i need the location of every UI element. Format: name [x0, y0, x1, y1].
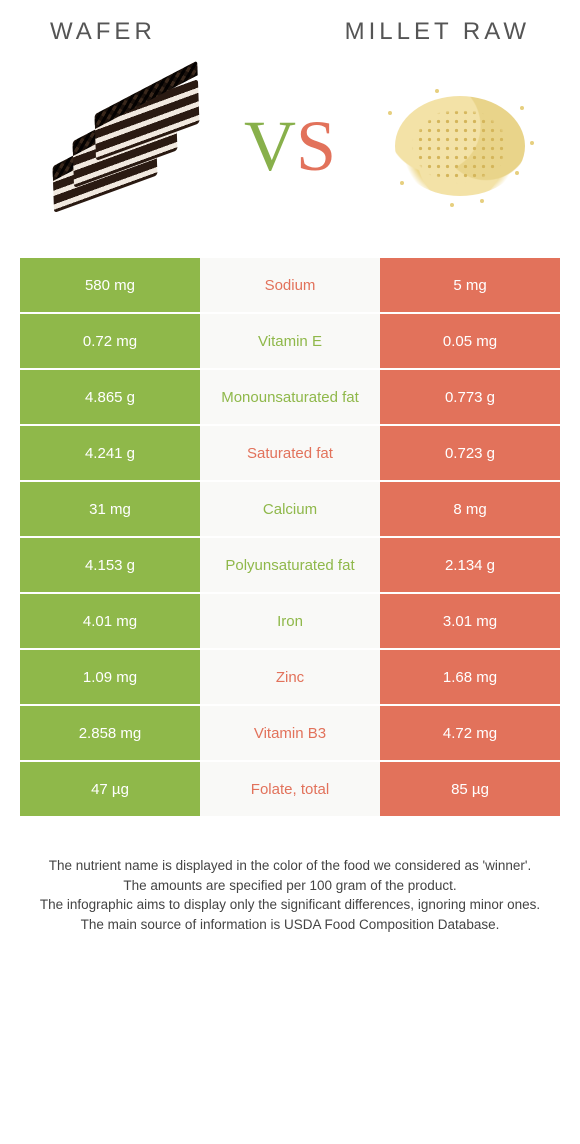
wafer-image: [40, 76, 200, 216]
table-row: 47 µgFolate, total85 µg: [20, 760, 560, 816]
table-row: 1.09 mgZinc1.68 mg: [20, 648, 560, 704]
left-value: 47 µg: [20, 762, 200, 816]
nutrient-label: Monounsaturated fat: [200, 370, 380, 424]
table-row: 4.153 gPolyunsaturated fat2.134 g: [20, 536, 560, 592]
right-value: 2.134 g: [380, 538, 560, 592]
left-value: 4.01 mg: [20, 594, 200, 648]
right-value: 0.773 g: [380, 370, 560, 424]
vs-row: VS: [0, 56, 580, 256]
vs-s: S: [296, 106, 336, 186]
nutrient-label: Vitamin E: [200, 314, 380, 368]
right-value: 3.01 mg: [380, 594, 560, 648]
right-value: 0.05 mg: [380, 314, 560, 368]
right-value: 8 mg: [380, 482, 560, 536]
table-row: 4.865 gMonounsaturated fat0.773 g: [20, 368, 560, 424]
right-value: 0.723 g: [380, 426, 560, 480]
right-value: 1.68 mg: [380, 650, 560, 704]
left-value: 4.865 g: [20, 370, 200, 424]
header: Wafer Millet raw: [0, 0, 580, 56]
left-value: 0.72 mg: [20, 314, 200, 368]
right-value: 5 mg: [380, 258, 560, 312]
right-food-title: Millet raw: [345, 18, 530, 46]
footnote-line: The infographic aims to display only the…: [30, 895, 550, 915]
table-row: 4.241 gSaturated fat0.723 g: [20, 424, 560, 480]
nutrient-label: Vitamin B3: [200, 706, 380, 760]
footnote-line: The nutrient name is displayed in the co…: [30, 856, 550, 876]
table-row: 0.72 mgVitamin E0.05 mg: [20, 312, 560, 368]
nutrient-table: 580 mgSodium5 mg0.72 mgVitamin E0.05 mg4…: [20, 256, 560, 816]
millet-image: [380, 76, 540, 216]
table-row: 4.01 mgIron3.01 mg: [20, 592, 560, 648]
wafer-icon: [40, 81, 200, 211]
vs-label: VS: [244, 105, 336, 188]
left-value: 580 mg: [20, 258, 200, 312]
left-value: 31 mg: [20, 482, 200, 536]
left-value: 2.858 mg: [20, 706, 200, 760]
footnotes: The nutrient name is displayed in the co…: [0, 816, 580, 934]
footnote-line: The main source of information is USDA F…: [30, 915, 550, 935]
table-row: 580 mgSodium5 mg: [20, 256, 560, 312]
nutrient-label: Polyunsaturated fat: [200, 538, 380, 592]
footnote-line: The amounts are specified per 100 gram o…: [30, 876, 550, 896]
nutrient-label: Sodium: [200, 258, 380, 312]
left-value: 4.241 g: [20, 426, 200, 480]
left-value: 1.09 mg: [20, 650, 200, 704]
millet-icon: [380, 81, 540, 211]
left-value: 4.153 g: [20, 538, 200, 592]
nutrient-label: Folate, total: [200, 762, 380, 816]
right-value: 4.72 mg: [380, 706, 560, 760]
nutrient-label: Calcium: [200, 482, 380, 536]
left-food-title: Wafer: [50, 18, 156, 46]
nutrient-label: Zinc: [200, 650, 380, 704]
table-row: 31 mgCalcium8 mg: [20, 480, 560, 536]
table-row: 2.858 mgVitamin B34.72 mg: [20, 704, 560, 760]
nutrient-label: Saturated fat: [200, 426, 380, 480]
vs-v: V: [244, 106, 296, 186]
nutrient-label: Iron: [200, 594, 380, 648]
right-value: 85 µg: [380, 762, 560, 816]
